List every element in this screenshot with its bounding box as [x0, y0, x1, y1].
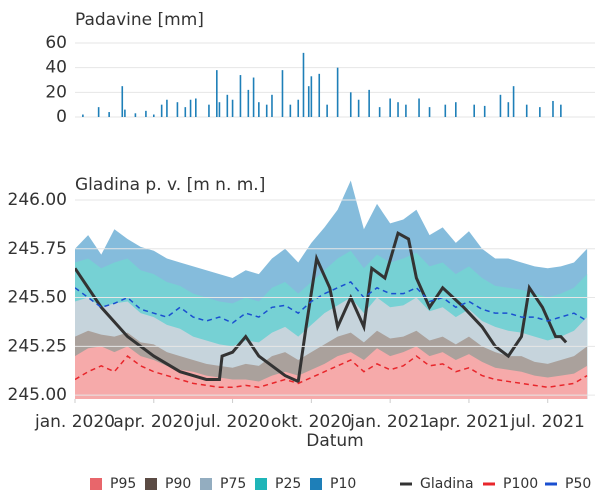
- bar: [552, 100, 554, 117]
- area: [75, 346, 588, 399]
- bar: [134, 113, 137, 117]
- bar: [258, 102, 260, 117]
- bar: [252, 77, 255, 117]
- bar: [176, 102, 179, 117]
- bar: [218, 102, 221, 117]
- plot-area: [75, 180, 588, 399]
- bar: [297, 99, 300, 117]
- bar: [525, 104, 528, 117]
- y-tick-label: 40: [45, 58, 67, 78]
- x-tick-label: apr. 2020: [113, 412, 194, 432]
- bar: [473, 104, 475, 117]
- bar: [189, 99, 192, 117]
- chart-title: Gladina p. v. [m n. m.]: [75, 175, 265, 195]
- bar: [560, 104, 562, 117]
- bar: [326, 104, 328, 117]
- legend-swatch: [200, 478, 212, 490]
- bar: [195, 98, 197, 117]
- bar: [145, 110, 147, 117]
- chart-title: Padavine [mm]: [75, 10, 204, 30]
- bar: [397, 102, 399, 117]
- legend-label: P10: [330, 476, 356, 490]
- bar: [97, 107, 100, 117]
- bar: [302, 52, 305, 117]
- bar: [247, 89, 250, 117]
- bar: [184, 107, 187, 117]
- legend-label: P25: [275, 476, 301, 490]
- bar: [357, 99, 360, 117]
- legend-label: P100: [503, 476, 538, 490]
- bar: [226, 94, 229, 117]
- legend-label: P90: [165, 476, 191, 490]
- bar: [166, 99, 168, 117]
- bar: [208, 104, 210, 117]
- x-axis-label: Datum: [306, 431, 364, 451]
- x-tick-label: jan. 2021: [349, 412, 430, 432]
- bar: [418, 98, 420, 117]
- bar: [483, 105, 486, 117]
- bar: [428, 107, 431, 117]
- y-tick-label: 246.00: [8, 190, 67, 210]
- bar: [307, 86, 310, 117]
- bar: [271, 94, 273, 117]
- bar: [124, 109, 126, 117]
- bar: [318, 73, 321, 117]
- y-tick-label: 245.00: [8, 385, 67, 405]
- bar: [310, 76, 313, 117]
- bar: [231, 99, 234, 117]
- bar: [368, 89, 370, 117]
- y-tick-label: 245.75: [8, 239, 67, 259]
- bar: [108, 112, 110, 117]
- bar: [444, 104, 447, 117]
- x-tick-label: jul. 2021: [510, 412, 585, 432]
- x-tick-label: apr. 2021: [429, 412, 510, 432]
- legend-label: Gladina: [420, 476, 474, 490]
- bar: [499, 94, 502, 117]
- legend-swatch: [310, 478, 322, 490]
- bar: [281, 70, 284, 117]
- bar: [507, 102, 510, 117]
- bar: [455, 102, 457, 117]
- legend-label: P50: [565, 476, 591, 490]
- bar: [121, 86, 124, 117]
- bar: [289, 104, 292, 117]
- bar: [349, 92, 352, 117]
- legend-swatch: [255, 478, 267, 490]
- bar: [405, 104, 407, 117]
- y-tick-label: 245.25: [8, 336, 67, 356]
- bar: [539, 107, 541, 117]
- line: [75, 230, 568, 384]
- legend-swatch: [90, 478, 102, 490]
- line: [75, 355, 588, 389]
- x-tick-label: okt. 2020: [271, 412, 352, 432]
- y-tick-label: 0: [56, 107, 67, 127]
- x-tick-label: jul. 2020: [194, 412, 269, 432]
- legend-label: P75: [220, 476, 246, 490]
- bar: [152, 114, 155, 117]
- bar: [82, 114, 84, 117]
- bar: [216, 70, 218, 117]
- legend-label: P95: [110, 476, 136, 490]
- bar: [336, 67, 339, 117]
- y-tick-label: 60: [45, 33, 67, 53]
- bar: [265, 104, 268, 117]
- y-tick-label: 245.50: [8, 288, 67, 308]
- legend-swatch: [145, 478, 157, 490]
- y-tick-label: 20: [45, 82, 67, 102]
- x-tick-label: jan. 2020: [34, 412, 115, 432]
- bar: [239, 75, 242, 117]
- bar: [160, 104, 163, 117]
- bar: [512, 86, 515, 117]
- bar: [378, 107, 381, 117]
- bar: [389, 98, 391, 117]
